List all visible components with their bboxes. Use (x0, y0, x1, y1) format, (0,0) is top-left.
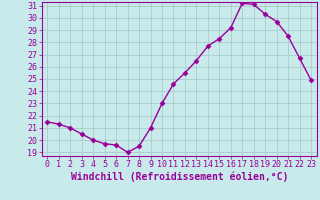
X-axis label: Windchill (Refroidissement éolien,°C): Windchill (Refroidissement éolien,°C) (70, 172, 288, 182)
